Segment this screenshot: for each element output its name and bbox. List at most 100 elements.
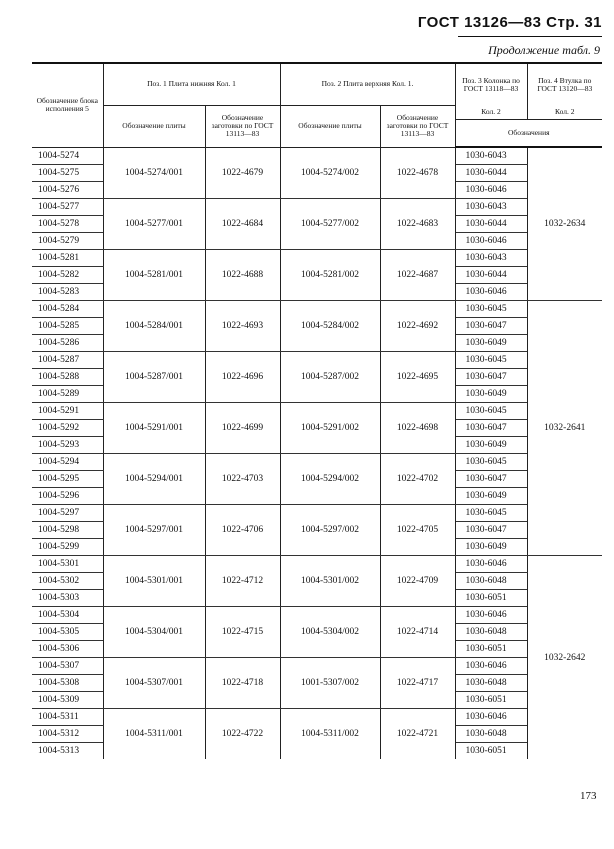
- block-designation: 1004-5297: [32, 504, 104, 522]
- table-row: 1004-5274 1004-5274/001 1022-4679 1004-5274…: [32, 147, 603, 301]
- bushing-designation: 1032-2642: [526, 555, 603, 759]
- table-row: 1004-5292 1030-6047: [32, 419, 602, 437]
- lower-blank-designation: 1022-4693: [204, 300, 281, 352]
- block-designation: 1004-5313: [32, 742, 104, 759]
- table-row: 1004-5278 1030-6044: [32, 215, 602, 233]
- upper-blank-designation: 1022-4702: [379, 453, 456, 505]
- block-designation: 1004-5301: [32, 555, 104, 573]
- lower-blank-designation: 1022-4684: [204, 198, 281, 250]
- column-designation: 1030-6044: [454, 164, 528, 182]
- header-plate2: Обозначение плиты: [279, 104, 381, 148]
- lower-plate-designation: 1004-5304/001: [102, 606, 206, 658]
- lower-plate-designation: 1004-5274/001: [102, 147, 206, 199]
- lower-blank-designation: 1022-4699: [204, 402, 281, 454]
- lower-blank-designation: 1022-4715: [204, 606, 281, 658]
- block-designation: 1004-5311: [32, 708, 104, 726]
- table-row: 1004-5303 1030-6051: [32, 589, 602, 607]
- lower-plate-designation: 1004-5291/001: [102, 402, 206, 454]
- table-row: 1004-5313 1030-6051: [32, 742, 602, 759]
- upper-plate-designation: 1004-5277/002: [279, 198, 381, 250]
- table-row: 1004-5293 1030-6049: [32, 436, 602, 454]
- lower-plate-designation: 1004-5311/001: [102, 708, 206, 759]
- lower-blank-designation: 1022-4718: [204, 657, 281, 709]
- block-designation: 1004-5306: [32, 640, 104, 658]
- block-designation: 1004-5293: [32, 436, 104, 454]
- table-row: 1004-5305 1030-6048: [32, 623, 602, 641]
- lower-blank-designation: 1022-4688: [204, 249, 281, 301]
- header-pos3: Поз. 3 Колонка по ГОСТ 13118—83: [454, 62, 528, 105]
- upper-blank-designation: 1022-4717: [379, 657, 456, 709]
- lower-plate-designation: 1004-5284/001: [102, 300, 206, 352]
- table-row: 1004-5282 1030-6044: [32, 266, 602, 284]
- column-designation: 1030-6047: [454, 521, 528, 539]
- table-row: 1004-5279 1030-6046: [32, 232, 602, 250]
- table-row: 1004-5309 1030-6051: [32, 691, 602, 709]
- column-designation: 1030-6051: [454, 742, 528, 759]
- upper-blank-designation: 1022-4687: [379, 249, 456, 301]
- lower-blank-designation: 1022-4703: [204, 453, 281, 505]
- block-designation: 1004-5302: [32, 572, 104, 590]
- block-designation: 1004-5291: [32, 402, 104, 420]
- lower-blank-designation: 1022-4712: [204, 555, 281, 607]
- column-designation: 1030-6051: [454, 589, 528, 607]
- block-designation: 1004-5275: [32, 164, 104, 182]
- table-row: 1004-5288 1030-6047: [32, 368, 602, 386]
- table-row: 1004-5289 1030-6049: [32, 385, 602, 403]
- header-blank2: Обозначение заготовки по ГОСТ 13113—83: [379, 104, 456, 148]
- column-designation: 1030-6046: [454, 555, 528, 573]
- block-designation: 1004-5282: [32, 266, 104, 284]
- column-designation: 1030-6047: [454, 470, 528, 488]
- column-designation: 1030-6051: [454, 691, 528, 709]
- column-designation: 1030-6044: [454, 266, 528, 284]
- column-designation: 1030-6047: [454, 368, 528, 386]
- block-designation: 1004-5312: [32, 725, 104, 743]
- header-pos4-qty: Кол. 2: [526, 105, 603, 120]
- column-designation: 1030-6045: [454, 453, 528, 471]
- column-designation: 1030-6049: [454, 385, 528, 403]
- table-row: 1004-5295 1030-6047: [32, 470, 602, 488]
- table-row: 1004-5277 1004-5277/001 1022-4684 1004-5277…: [32, 198, 602, 250]
- upper-plate-designation: 1004-5311/002: [279, 708, 381, 759]
- column-designation: 1030-6048: [454, 623, 528, 641]
- table-row: 1004-5312 1030-6048: [32, 725, 602, 743]
- table-row: 1004-5281 1004-5281/001 1022-4688 1004-5281…: [32, 249, 602, 301]
- block-designation: 1004-5287: [32, 351, 104, 369]
- header-pos3-qty: Кол. 2: [454, 105, 528, 120]
- lower-plate-designation: 1004-5297/001: [102, 504, 206, 556]
- block-designation: 1004-5283: [32, 283, 104, 301]
- block-designation: 1004-5292: [32, 419, 104, 437]
- column-designation: 1030-6045: [454, 300, 528, 318]
- column-designation: 1030-6049: [454, 334, 528, 352]
- upper-plate-designation: 1004-5294/002: [279, 453, 381, 505]
- upper-blank-designation: 1022-4692: [379, 300, 456, 352]
- column-designation: 1030-6048: [454, 572, 528, 590]
- block-designation: 1004-5309: [32, 691, 104, 709]
- column-designation: 1030-6045: [454, 402, 528, 420]
- page-number: 173: [580, 790, 597, 802]
- table-row: 1004-5307 1004-5307/001 1022-4718 1001-5307…: [32, 657, 602, 709]
- table-row: 1004-5298 1030-6047: [32, 521, 602, 539]
- block-designation: 1004-5295: [32, 470, 104, 488]
- block-designation: 1004-5281: [32, 249, 104, 267]
- upper-blank-designation: 1022-4695: [379, 351, 456, 403]
- table-row: 1004-5276 1030-6046: [32, 181, 602, 199]
- column-designation: 1030-6049: [454, 487, 528, 505]
- block-designation: 1004-5307: [32, 657, 104, 675]
- upper-plate-designation: 1004-5304/002: [279, 606, 381, 658]
- table-row: 1004-5284 1004-5284/001 1022-4693 1004-5284…: [32, 300, 603, 556]
- block-designation: 1004-5285: [32, 317, 104, 335]
- block-designation: 1004-5278: [32, 215, 104, 233]
- header-pos3-title: Поз. 3 Колонка по ГОСТ 13118—83: [462, 75, 520, 93]
- document-title: ГОСТ 13126—83 Стр. 31: [417, 14, 602, 31]
- table-row: 1004-5296 1030-6049: [32, 487, 602, 505]
- table-body: 1004-5274 1004-5274/001 1022-4679 1004-5274…: [32, 147, 603, 759]
- block-designation: 1004-5276: [32, 181, 104, 199]
- table-row: 1004-5294 1004-5294/001 1022-4703 1004-5294…: [32, 453, 602, 505]
- column-designation: 1030-6046: [454, 232, 528, 250]
- upper-plate-designation: 1004-5281/002: [279, 249, 381, 301]
- table-row: 1004-5304 1004-5304/001 1022-4715 1004-5304…: [32, 606, 602, 658]
- header-pos4: Поз. 4 Втулка по ГОСТ 13120—83: [526, 62, 603, 105]
- column-designation: 1030-6044: [454, 215, 528, 233]
- upper-blank-designation: 1022-4678: [379, 147, 456, 199]
- column-designation: 1030-6043: [454, 198, 528, 216]
